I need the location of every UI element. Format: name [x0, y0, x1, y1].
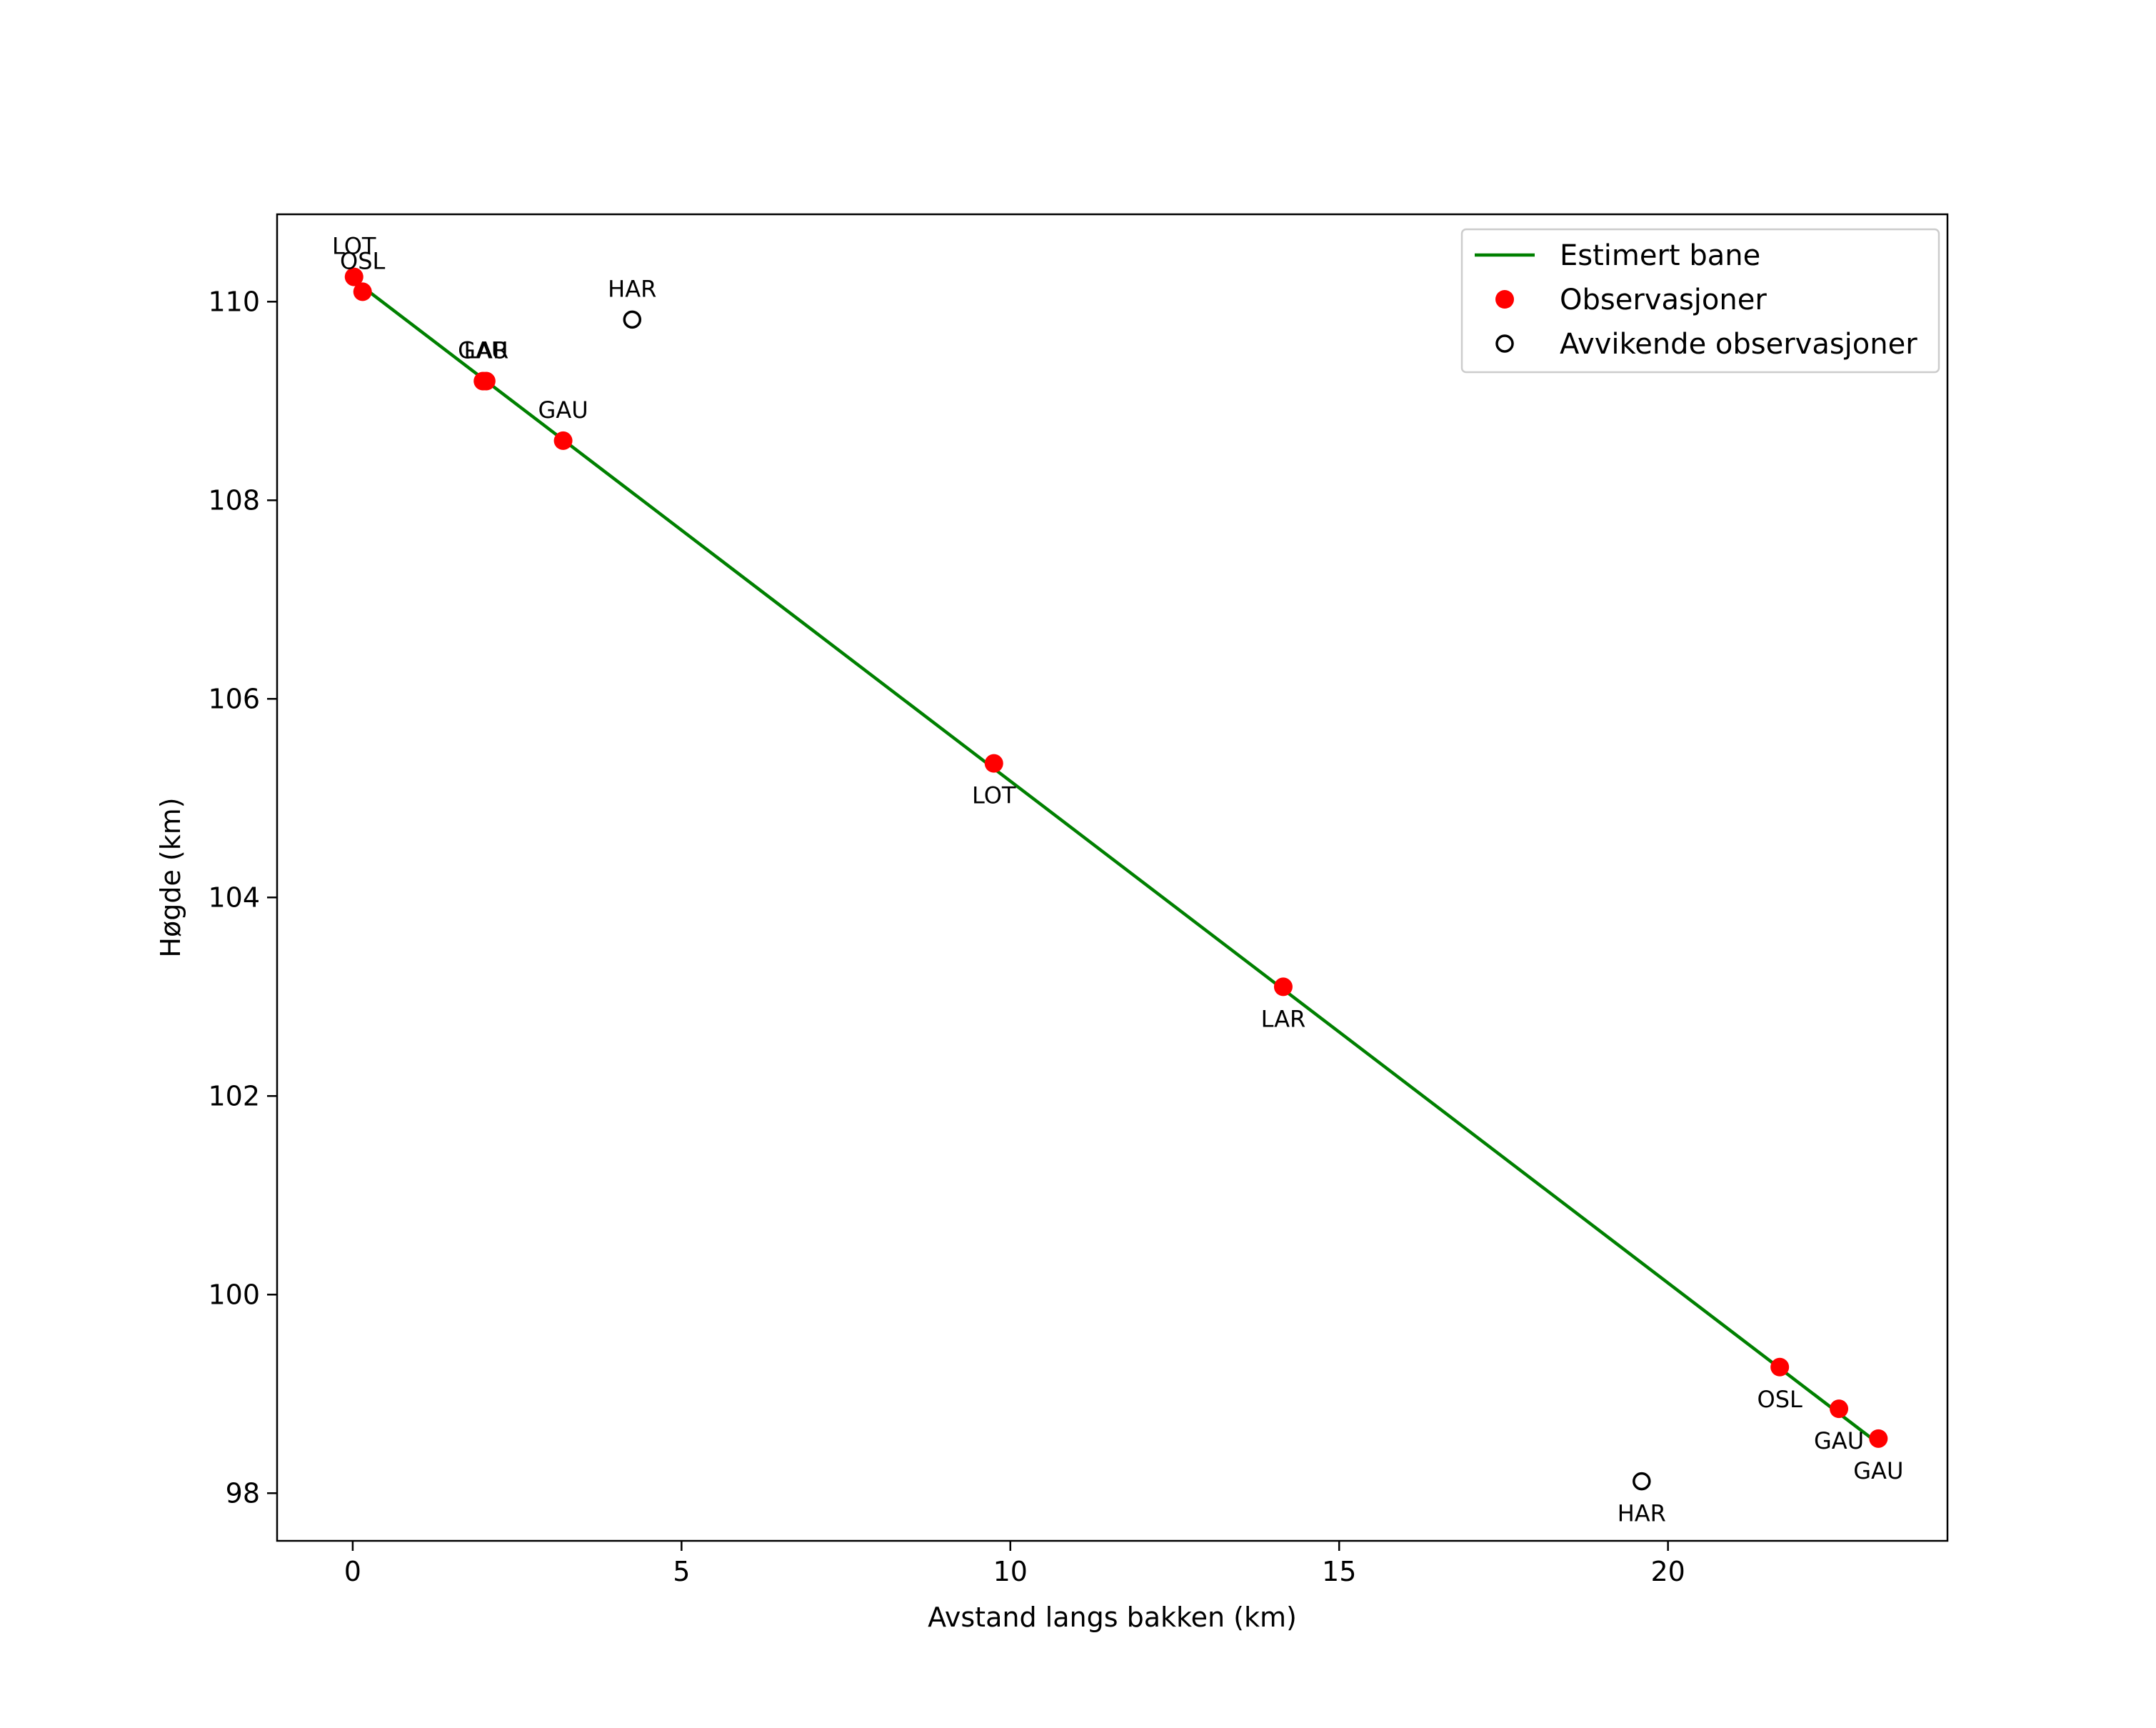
y-tick-label: 110	[208, 286, 260, 317]
legend-frame	[1460, 228, 1940, 374]
estimated-trajectory-line	[361, 285, 1880, 1445]
x-tick-label: 20	[1650, 1556, 1685, 1587]
observation-label: LOT	[332, 233, 376, 260]
legend-entry-label: Avvikende observasjoner	[1560, 328, 1917, 361]
observation-label: LAR	[1261, 1005, 1306, 1032]
y-tick-label: 108	[208, 484, 260, 516]
outlier-label: HAR	[608, 275, 656, 302]
x-tick-label: 15	[1322, 1556, 1356, 1587]
y-tick-label: 104	[208, 882, 260, 913]
observation-point	[553, 431, 573, 450]
y-axis-label: Høgde (km)	[155, 797, 186, 957]
y-axis-ticks: 98 100 102 104 106 108 110	[208, 286, 277, 1509]
observation-label: LAR	[463, 337, 508, 364]
observation-point	[1770, 1357, 1790, 1377]
legend-entry-label: Estimert bane	[1560, 239, 1760, 272]
observation-label: GAU	[538, 396, 588, 424]
observation-point	[476, 371, 496, 391]
legend-outlier-swatch	[1495, 334, 1514, 353]
observation-point	[1273, 977, 1293, 997]
observation-label: OSL	[340, 247, 386, 274]
observation-label: GAU	[1853, 1457, 1903, 1484]
y-tick-label: 102	[208, 1080, 260, 1112]
observation-point	[1830, 1399, 1849, 1419]
y-tick-label: 106	[208, 683, 260, 714]
x-tick-label: 10	[993, 1556, 1028, 1587]
outlier-point	[1633, 1472, 1651, 1491]
observation-point	[984, 754, 1003, 773]
x-tick-label: 0	[344, 1556, 361, 1587]
x-axis-label: Avstand langs bakken (km)	[928, 1602, 1297, 1633]
legend-observation-swatch	[1495, 290, 1514, 309]
observation-label: GAU	[1814, 1427, 1864, 1454]
y-tick-label: 100	[208, 1279, 260, 1310]
observation-point	[1869, 1429, 1888, 1448]
legend-entry-label: Observasjoner	[1560, 284, 1767, 316]
observation-label: LOT	[972, 782, 1016, 809]
observation-point	[344, 267, 363, 286]
legend: Estimert bane Observasjoner Avvikende obse…	[1460, 228, 1940, 374]
observation-point	[353, 282, 372, 301]
outlier-label: HAR	[1618, 1500, 1666, 1527]
outlier-point	[623, 310, 642, 329]
observation-label: OSL	[1758, 1386, 1803, 1413]
x-axis-ticks: 0 5 10 15 20	[344, 1541, 1685, 1587]
y-tick-label: 98	[226, 1477, 260, 1509]
x-tick-label: 5	[673, 1556, 690, 1587]
observation-label: GAU	[458, 337, 508, 364]
